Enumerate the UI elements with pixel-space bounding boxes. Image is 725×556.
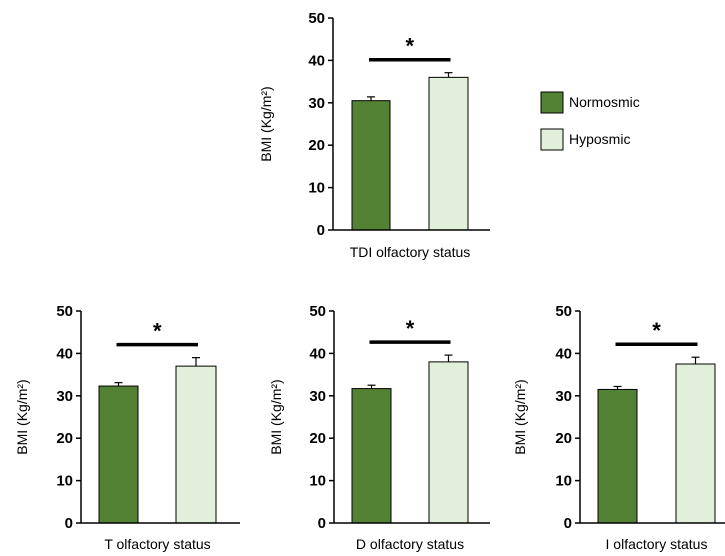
y-tick-label: 50 xyxy=(308,10,325,27)
y-tick-label: 30 xyxy=(555,388,572,405)
y-axis-title: BMI (Kg/m²) xyxy=(14,379,30,454)
bar-hyposmic xyxy=(175,365,217,524)
y-tick-label: 10 xyxy=(555,473,572,490)
bar-hyposmic xyxy=(675,363,716,524)
y-tick-label: 10 xyxy=(308,180,325,197)
significance-star: * xyxy=(405,34,414,59)
y-tick-label: 20 xyxy=(56,430,73,447)
chart-panel-t: 0 10 20 30 40 50 BMI (Kg/m²) T olfactory status… xyxy=(14,303,240,552)
y-tick-label: 50 xyxy=(309,303,326,320)
bar-hyposmic xyxy=(428,76,469,231)
bar-normosmic xyxy=(597,388,638,524)
legend: Normosmic Hyposmic xyxy=(540,91,640,151)
y-tick-label: 40 xyxy=(56,345,73,362)
x-axis-title: I olfactory status xyxy=(606,536,708,552)
legend-swatch-hyposmic xyxy=(540,128,564,151)
y-tick-label: 50 xyxy=(555,303,572,320)
y-axis-title: BMI (Kg/m²) xyxy=(268,379,284,454)
y-tick-label: 20 xyxy=(555,430,572,447)
significance-star: * xyxy=(153,319,162,344)
y-tick-label: 20 xyxy=(308,137,325,154)
y-tick-label: 10 xyxy=(56,473,73,490)
legend-swatch-normosmic xyxy=(540,91,564,114)
chart-panel-i: 0 10 20 30 40 50 BMI (Kg/m²) I olfactory status… xyxy=(512,303,725,552)
x-axis-title: TDI olfactory status xyxy=(350,244,471,260)
bar-hyposmic xyxy=(428,361,469,524)
y-tick-label: 0 xyxy=(65,515,73,532)
x-axis-title: T olfactory status xyxy=(104,536,210,552)
significance-star: * xyxy=(652,318,661,343)
y-tick-label: 0 xyxy=(317,222,325,239)
y-tick-label: 50 xyxy=(56,303,73,320)
y-axis-title: BMI (Kg/m²) xyxy=(512,379,528,454)
bar-normosmic xyxy=(98,385,139,524)
bar-normosmic xyxy=(351,388,392,524)
y-tick-label: 30 xyxy=(309,388,326,405)
y-tick-label: 10 xyxy=(309,473,326,490)
legend-label-normosmic: Normosmic xyxy=(569,94,640,110)
bar-normosmic xyxy=(351,100,391,231)
chart-panel-d: 0 10 20 30 40 50 BMI (Kg/m²) D olfactory status… xyxy=(268,303,490,552)
y-tick-label: 40 xyxy=(308,52,325,69)
legend-label-hyposmic: Hyposmic xyxy=(569,131,630,147)
y-tick-label: 20 xyxy=(309,430,326,447)
y-tick-label: 40 xyxy=(309,345,326,362)
y-tick-label: 40 xyxy=(555,345,572,362)
chart-panel-tdi: 0 10 20 30 40 50 BMI (Kg/m²) TDI olfactory stat… xyxy=(258,10,490,260)
y-tick-label: 0 xyxy=(564,515,572,532)
y-axis-title: BMI (Kg/m²) xyxy=(258,86,274,161)
x-axis-title: D olfactory status xyxy=(356,536,464,552)
y-tick-label: 0 xyxy=(318,515,326,532)
significance-star: * xyxy=(406,316,415,341)
y-tick-label: 30 xyxy=(308,95,325,112)
y-tick-label: 30 xyxy=(56,388,73,405)
